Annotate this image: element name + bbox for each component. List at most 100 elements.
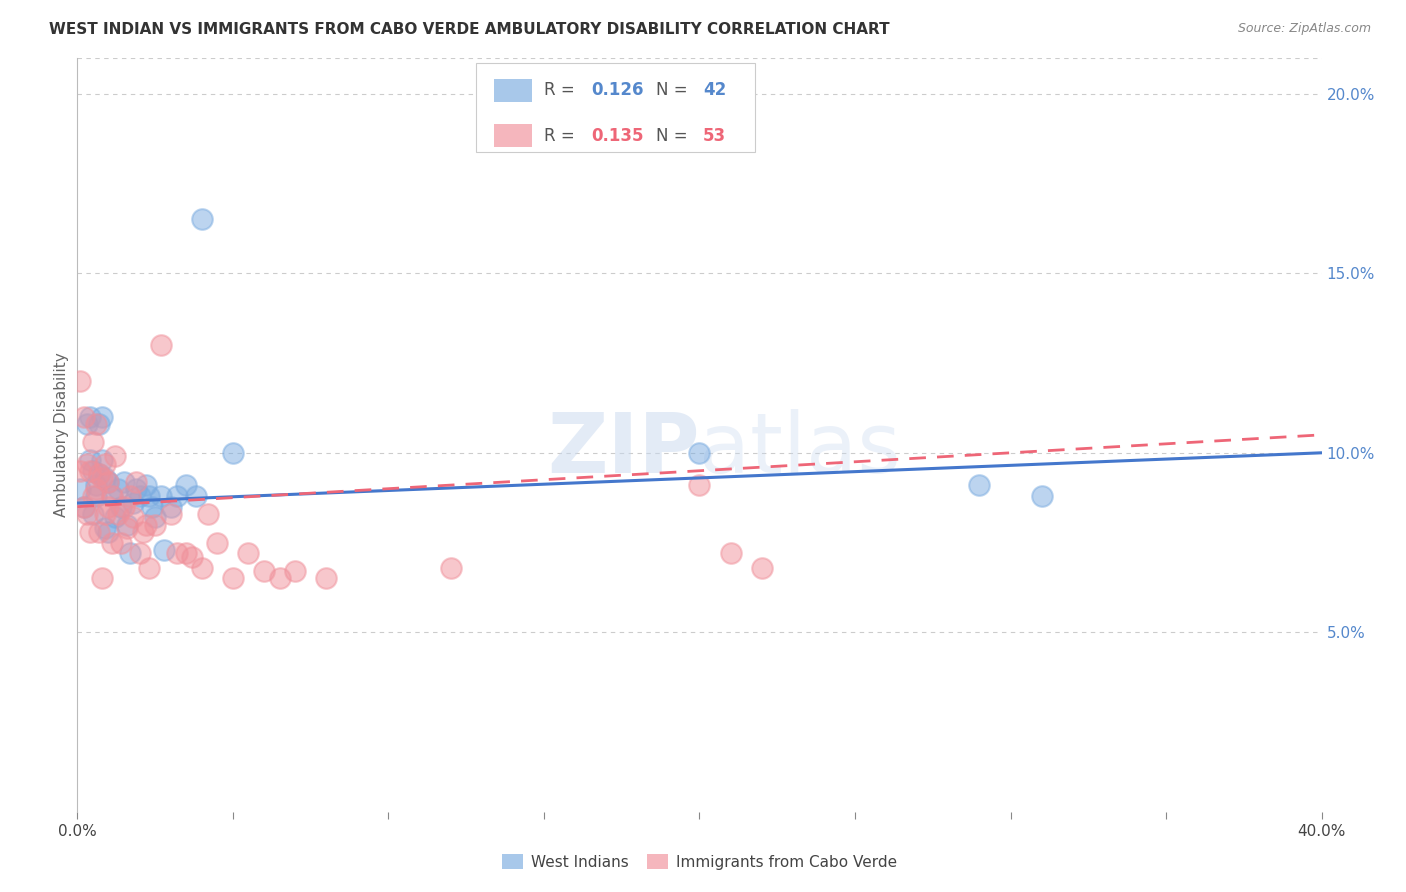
Point bbox=[222, 571, 245, 585]
Point bbox=[184, 489, 207, 503]
Point bbox=[82, 507, 104, 521]
Point bbox=[110, 500, 132, 514]
Point bbox=[253, 564, 276, 578]
Point bbox=[138, 560, 160, 574]
Point bbox=[94, 507, 117, 521]
Point bbox=[174, 478, 197, 492]
Point bbox=[79, 409, 101, 424]
Point bbox=[125, 475, 148, 489]
Point bbox=[91, 409, 114, 424]
Point bbox=[120, 546, 142, 560]
Point bbox=[131, 524, 153, 539]
Point bbox=[122, 510, 145, 524]
Point bbox=[82, 489, 104, 503]
Point bbox=[751, 560, 773, 574]
Point bbox=[84, 417, 107, 431]
Point bbox=[69, 482, 91, 496]
Y-axis label: Ambulatory Disability: Ambulatory Disability bbox=[53, 352, 69, 517]
Point bbox=[94, 471, 117, 485]
Point bbox=[689, 478, 711, 492]
Point bbox=[76, 417, 98, 431]
Text: 0.126: 0.126 bbox=[592, 81, 644, 99]
Point bbox=[122, 496, 145, 510]
Point bbox=[238, 546, 260, 560]
Point bbox=[128, 546, 150, 560]
Point bbox=[440, 560, 463, 574]
Point bbox=[197, 507, 219, 521]
Text: 53: 53 bbox=[703, 127, 727, 145]
Point bbox=[97, 500, 120, 514]
Text: R =: R = bbox=[544, 81, 579, 99]
FancyBboxPatch shape bbox=[475, 63, 755, 153]
Point bbox=[120, 489, 142, 503]
Text: WEST INDIAN VS IMMIGRANTS FROM CABO VERDE AMBULATORY DISABILITY CORRELATION CHAR: WEST INDIAN VS IMMIGRANTS FROM CABO VERD… bbox=[49, 22, 890, 37]
Point bbox=[191, 212, 214, 227]
Point bbox=[141, 500, 163, 514]
Point bbox=[100, 489, 122, 503]
Point bbox=[222, 446, 245, 460]
Point bbox=[97, 524, 120, 539]
Point bbox=[689, 446, 711, 460]
Point bbox=[87, 524, 110, 539]
Point bbox=[94, 457, 117, 471]
Point bbox=[97, 475, 120, 489]
Point bbox=[84, 489, 107, 503]
Point bbox=[112, 500, 135, 514]
Point bbox=[720, 546, 742, 560]
Point bbox=[191, 560, 214, 574]
Point bbox=[112, 475, 135, 489]
FancyBboxPatch shape bbox=[494, 79, 531, 102]
Point bbox=[969, 478, 991, 492]
Point bbox=[115, 517, 138, 532]
Point bbox=[284, 564, 307, 578]
Point bbox=[91, 453, 114, 467]
Point bbox=[269, 571, 291, 585]
Point bbox=[84, 478, 107, 492]
Point bbox=[143, 517, 166, 532]
Point bbox=[76, 457, 98, 471]
Text: atlas: atlas bbox=[700, 409, 901, 491]
Point bbox=[107, 507, 129, 521]
Point bbox=[82, 464, 104, 478]
Point bbox=[181, 549, 204, 564]
Point bbox=[159, 507, 181, 521]
Point bbox=[72, 500, 94, 514]
Point bbox=[150, 489, 173, 503]
Point bbox=[153, 542, 176, 557]
Point bbox=[138, 489, 160, 503]
Point bbox=[69, 464, 91, 478]
Point bbox=[82, 435, 104, 450]
Point bbox=[166, 546, 188, 560]
Point bbox=[128, 489, 150, 503]
Point bbox=[84, 482, 107, 496]
Point bbox=[166, 489, 188, 503]
Point bbox=[87, 467, 110, 482]
FancyBboxPatch shape bbox=[494, 124, 531, 147]
Point bbox=[104, 510, 127, 524]
Point bbox=[107, 482, 129, 496]
Text: Source: ZipAtlas.com: Source: ZipAtlas.com bbox=[1237, 22, 1371, 36]
Text: 42: 42 bbox=[703, 81, 727, 99]
Point bbox=[115, 521, 138, 535]
Point bbox=[100, 489, 122, 503]
Point bbox=[207, 535, 229, 549]
Point bbox=[76, 507, 98, 521]
Point bbox=[97, 475, 120, 489]
Point bbox=[174, 546, 197, 560]
Point bbox=[100, 535, 122, 549]
Point bbox=[315, 571, 337, 585]
Point bbox=[135, 517, 157, 532]
Point bbox=[150, 338, 173, 352]
Text: N =: N = bbox=[657, 127, 693, 145]
Point bbox=[79, 453, 101, 467]
Point bbox=[72, 500, 94, 514]
Point bbox=[135, 478, 157, 492]
Point bbox=[91, 471, 114, 485]
Point bbox=[94, 521, 117, 535]
Point bbox=[1031, 489, 1053, 503]
Point bbox=[72, 409, 94, 424]
Text: R =: R = bbox=[544, 127, 579, 145]
Point bbox=[79, 524, 101, 539]
Text: ZIP: ZIP bbox=[547, 409, 700, 491]
Point bbox=[143, 510, 166, 524]
